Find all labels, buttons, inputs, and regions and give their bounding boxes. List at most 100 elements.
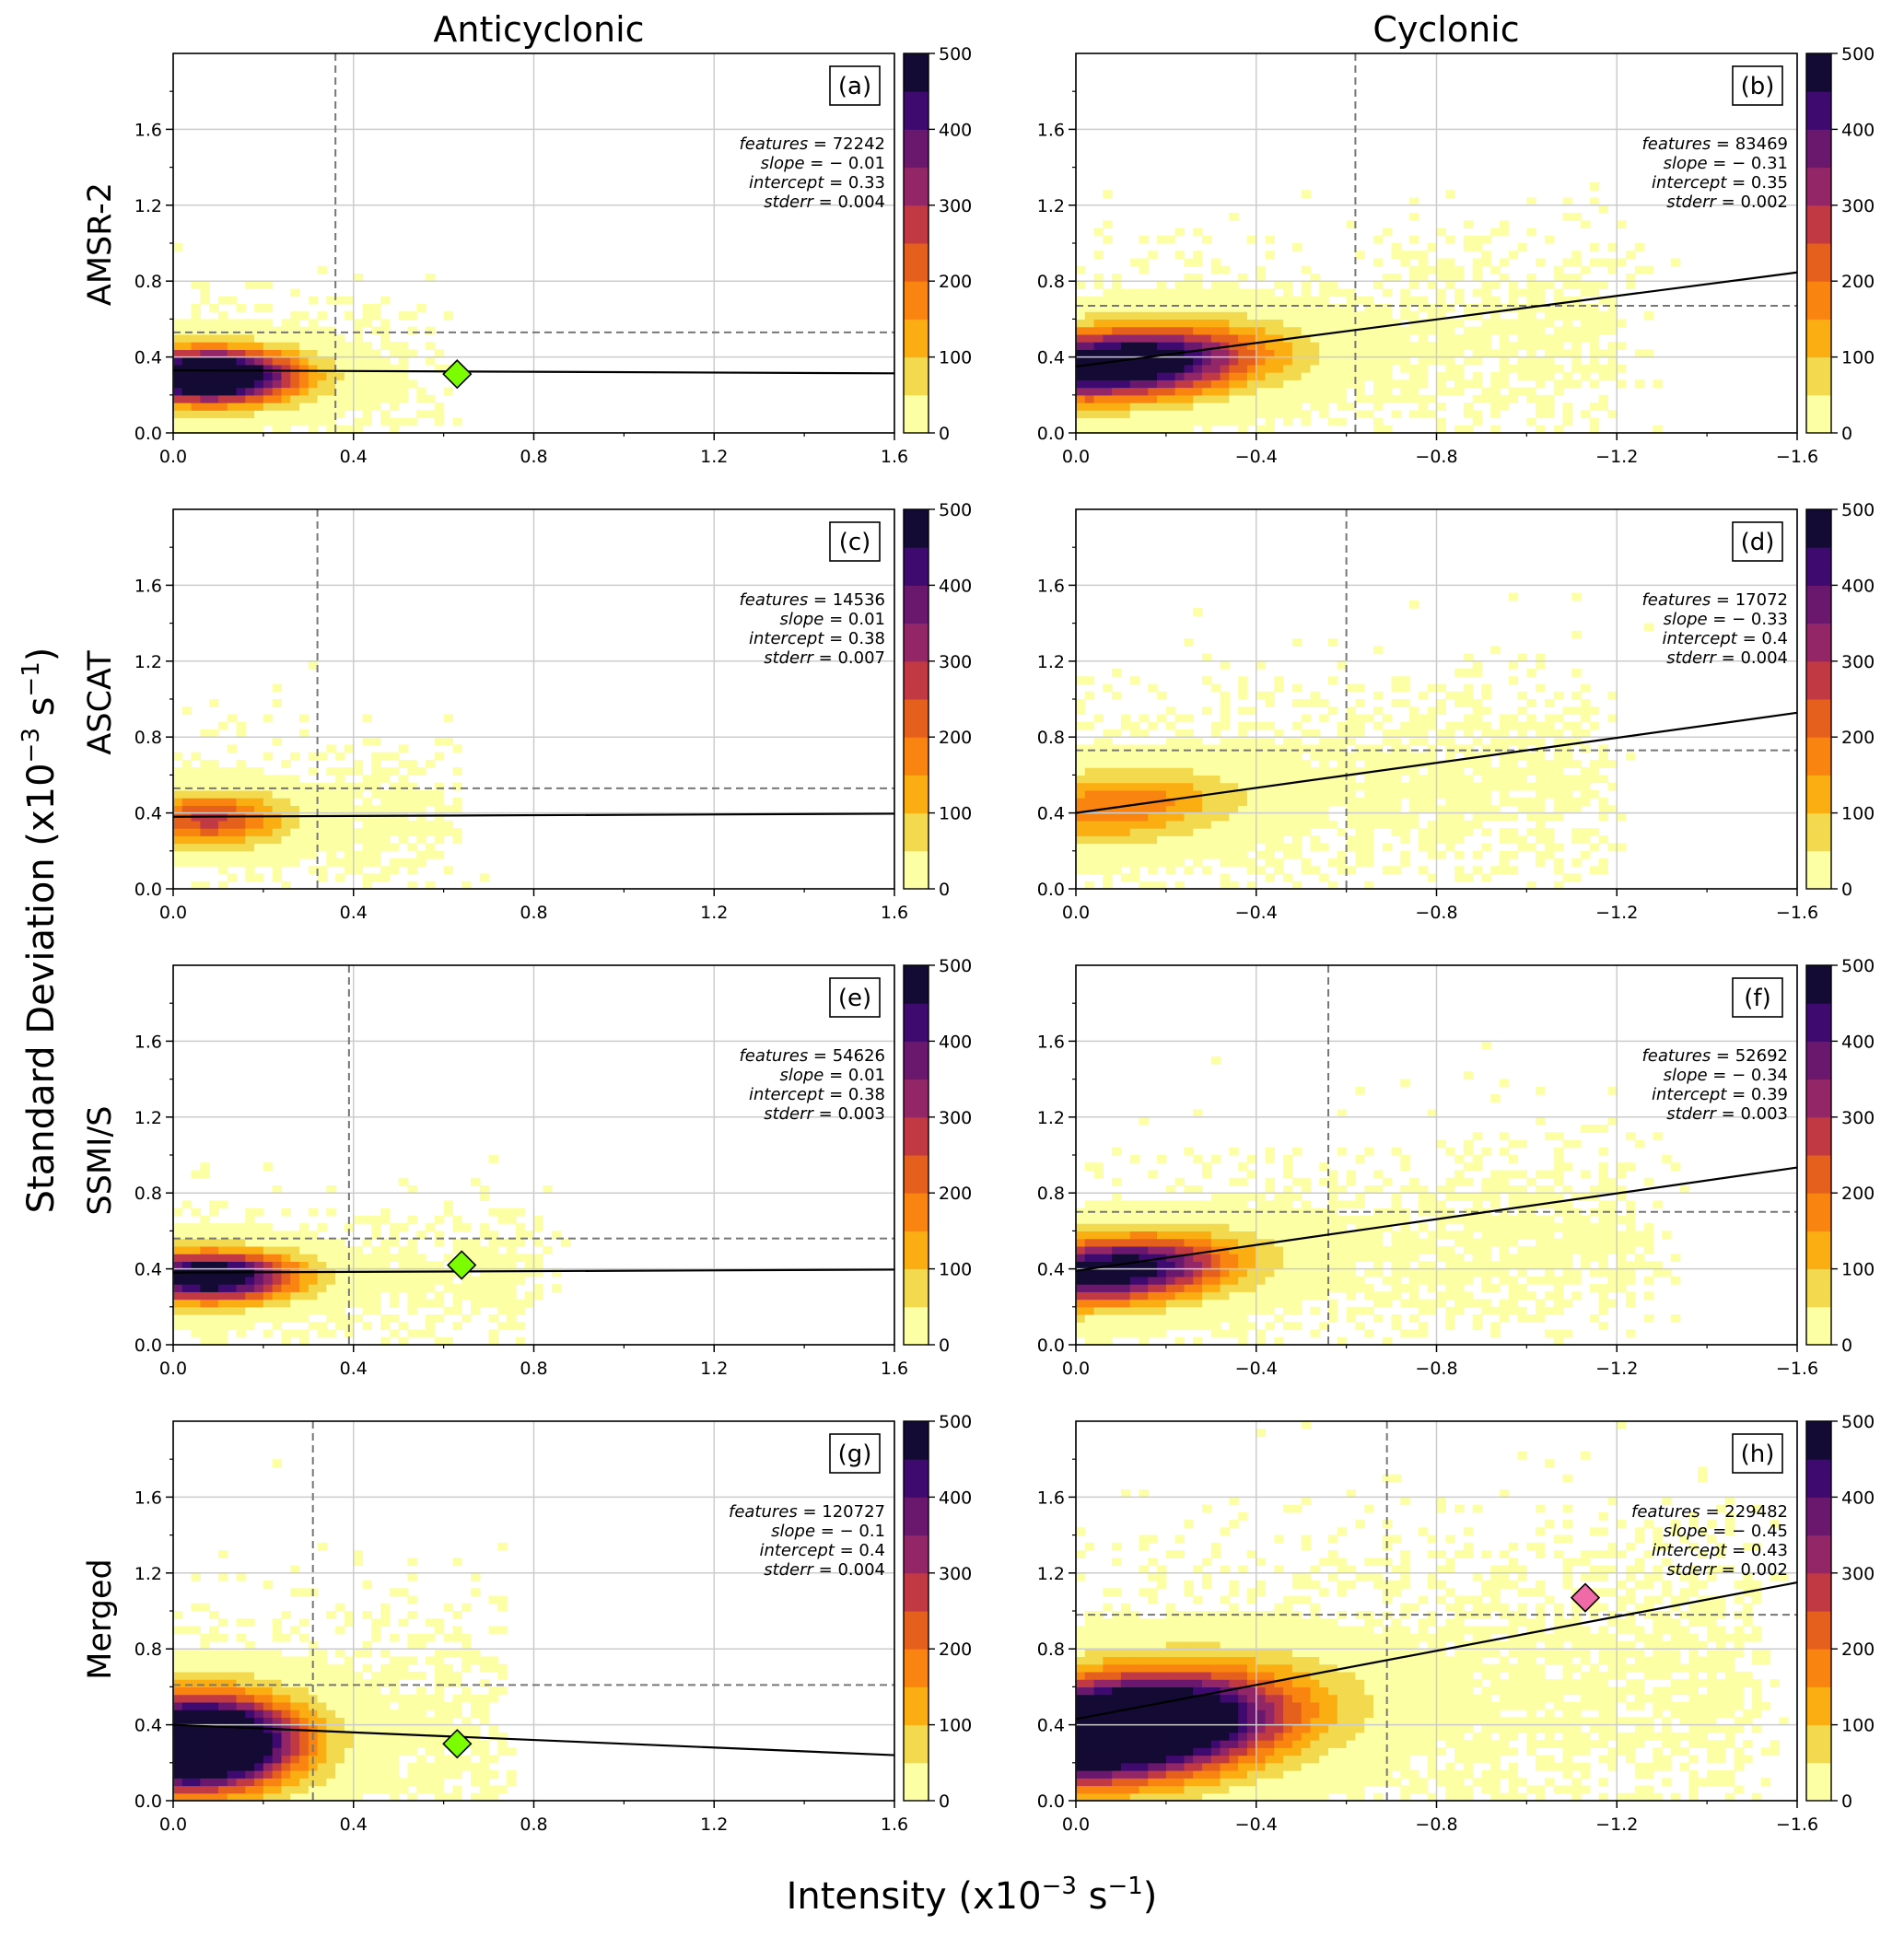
- heatmap-cell: [1445, 828, 1455, 836]
- heatmap-cell: [1319, 372, 1329, 380]
- heatmap-cell: [1202, 288, 1212, 298]
- heatmap-cell: [317, 1284, 327, 1292]
- heatmap-cell: [515, 1208, 526, 1217]
- heatmap-cell: [272, 379, 283, 389]
- heatmap-cell: [1490, 1193, 1501, 1202]
- heatmap-cell: [1517, 1184, 1527, 1194]
- heatmap-cell: [524, 1254, 535, 1262]
- heatmap-cell: [236, 1245, 246, 1254]
- colorbar-bin: [904, 623, 929, 662]
- heatmap-cell: [1427, 752, 1438, 761]
- heatmap-cell: [1562, 1245, 1572, 1254]
- heatmap-cell: [1526, 326, 1536, 335]
- heatmap-cell: [1571, 775, 1582, 784]
- heatmap-cell: [263, 326, 274, 335]
- heatmap-cell: [1246, 1261, 1257, 1270]
- heatmap-cell: [488, 1284, 498, 1292]
- heatmap-cell: [335, 425, 345, 434]
- heatmap-cell: [1553, 387, 1564, 396]
- heatmap-cell: [1139, 843, 1149, 852]
- y-axis-label-unit-exp: −1: [18, 661, 45, 696]
- heatmap-cell: [479, 1291, 490, 1301]
- heatmap-cell: [1291, 1215, 1302, 1224]
- heatmap-cell: [1382, 782, 1393, 791]
- heatmap-cell: [426, 342, 436, 350]
- heatmap-cell: [416, 805, 426, 814]
- heatmap-cell: [1391, 1276, 1401, 1285]
- heatmap-cell: [217, 1284, 228, 1292]
- heatmap-cell: [1283, 1238, 1293, 1247]
- heatmap-cell: [236, 1306, 246, 1315]
- heatmap-cell: [1301, 1261, 1312, 1270]
- heatmap-cell: [1274, 326, 1284, 335]
- heatmap-cell: [1274, 319, 1284, 328]
- heatmap-cell: [1210, 364, 1221, 373]
- heatmap-cell: [1472, 1254, 1483, 1262]
- heatmap-cell: [245, 281, 255, 290]
- heatmap-cell: [299, 1314, 310, 1323]
- stat-name: slope: [1664, 154, 1708, 173]
- heatmap-cell: [1607, 372, 1618, 380]
- heatmap-cell: [1607, 1223, 1618, 1231]
- heatmap-cell: [1193, 1268, 1203, 1278]
- heatmap-cell: [1112, 303, 1122, 312]
- heatmap-cell: [1391, 789, 1401, 799]
- heatmap-cell: [1328, 1238, 1338, 1247]
- heatmap-cell: [1283, 319, 1293, 328]
- heatmap-cell: [1193, 812, 1203, 822]
- heatmap-cell: [209, 798, 219, 806]
- heatmap-cell: [371, 311, 381, 320]
- heatmap-cell: [1553, 789, 1564, 799]
- heatmap-cell: [1544, 1261, 1555, 1270]
- heatmap-cell: [1291, 372, 1302, 380]
- heatmap-cell: [1319, 798, 1329, 806]
- heatmap-cell: [1373, 356, 1384, 366]
- heatmap-cell: [1328, 775, 1338, 784]
- heatmap-cell: [335, 403, 345, 411]
- heatmap-cell: [200, 296, 210, 305]
- heatmap-cell: [1139, 1322, 1149, 1331]
- heatmap-cell: [227, 744, 238, 753]
- heatmap-cell: [1607, 805, 1618, 814]
- heatmap-cell: [263, 1299, 274, 1308]
- heatmap-cell: [1626, 752, 1636, 761]
- heatmap-cell: [1084, 1276, 1095, 1285]
- heatmap-cell: [200, 1254, 210, 1262]
- heatmap-cell: [1536, 326, 1546, 335]
- heatmap-cell: [281, 379, 291, 389]
- heatmap-cell: [1328, 737, 1338, 746]
- heatmap-cell: [1076, 744, 1086, 753]
- heatmap-cell: [1562, 1299, 1572, 1308]
- heatmap-cell: [1229, 737, 1239, 746]
- heatmap-cell: [1274, 356, 1284, 366]
- heatmap-cell: [1373, 775, 1384, 784]
- heatmap-cell: [1084, 759, 1095, 768]
- heatmap-cell: [452, 767, 462, 776]
- heatmap-cell: [1148, 417, 1158, 426]
- heatmap-cell: [335, 333, 345, 343]
- stat-value: = 0.007: [813, 648, 885, 668]
- fit-line: [172, 368, 895, 375]
- heatmap-cell: [1165, 1231, 1176, 1240]
- heatmap-cell: [1418, 691, 1429, 700]
- heatmap-cell: [1553, 1306, 1564, 1315]
- heatmap-cell: [1607, 296, 1618, 305]
- heatmap-cell: [1598, 394, 1609, 403]
- heatmap-cell: [1436, 775, 1446, 784]
- heatmap-cell: [1463, 303, 1474, 312]
- heatmap-cell: [290, 1314, 300, 1323]
- heatmap-cell: [461, 1223, 472, 1231]
- heatmap-cell: [1256, 265, 1267, 274]
- heatmap-cell: [1283, 1261, 1293, 1270]
- heatmap-cell: [335, 1254, 345, 1262]
- heatmap-cell: [1184, 288, 1194, 298]
- heatmap-cell: [398, 356, 409, 366]
- heatmap-cell: [281, 410, 291, 419]
- heatmap-cell: [1536, 683, 1546, 693]
- heatmap-cell: [217, 333, 228, 343]
- heatmap-cell: [443, 1306, 454, 1315]
- heatmap-cell: [1246, 356, 1257, 366]
- heatmap-cell: [308, 364, 319, 373]
- heatmap-cell: [1391, 349, 1401, 358]
- heatmap-cell: [173, 1276, 183, 1285]
